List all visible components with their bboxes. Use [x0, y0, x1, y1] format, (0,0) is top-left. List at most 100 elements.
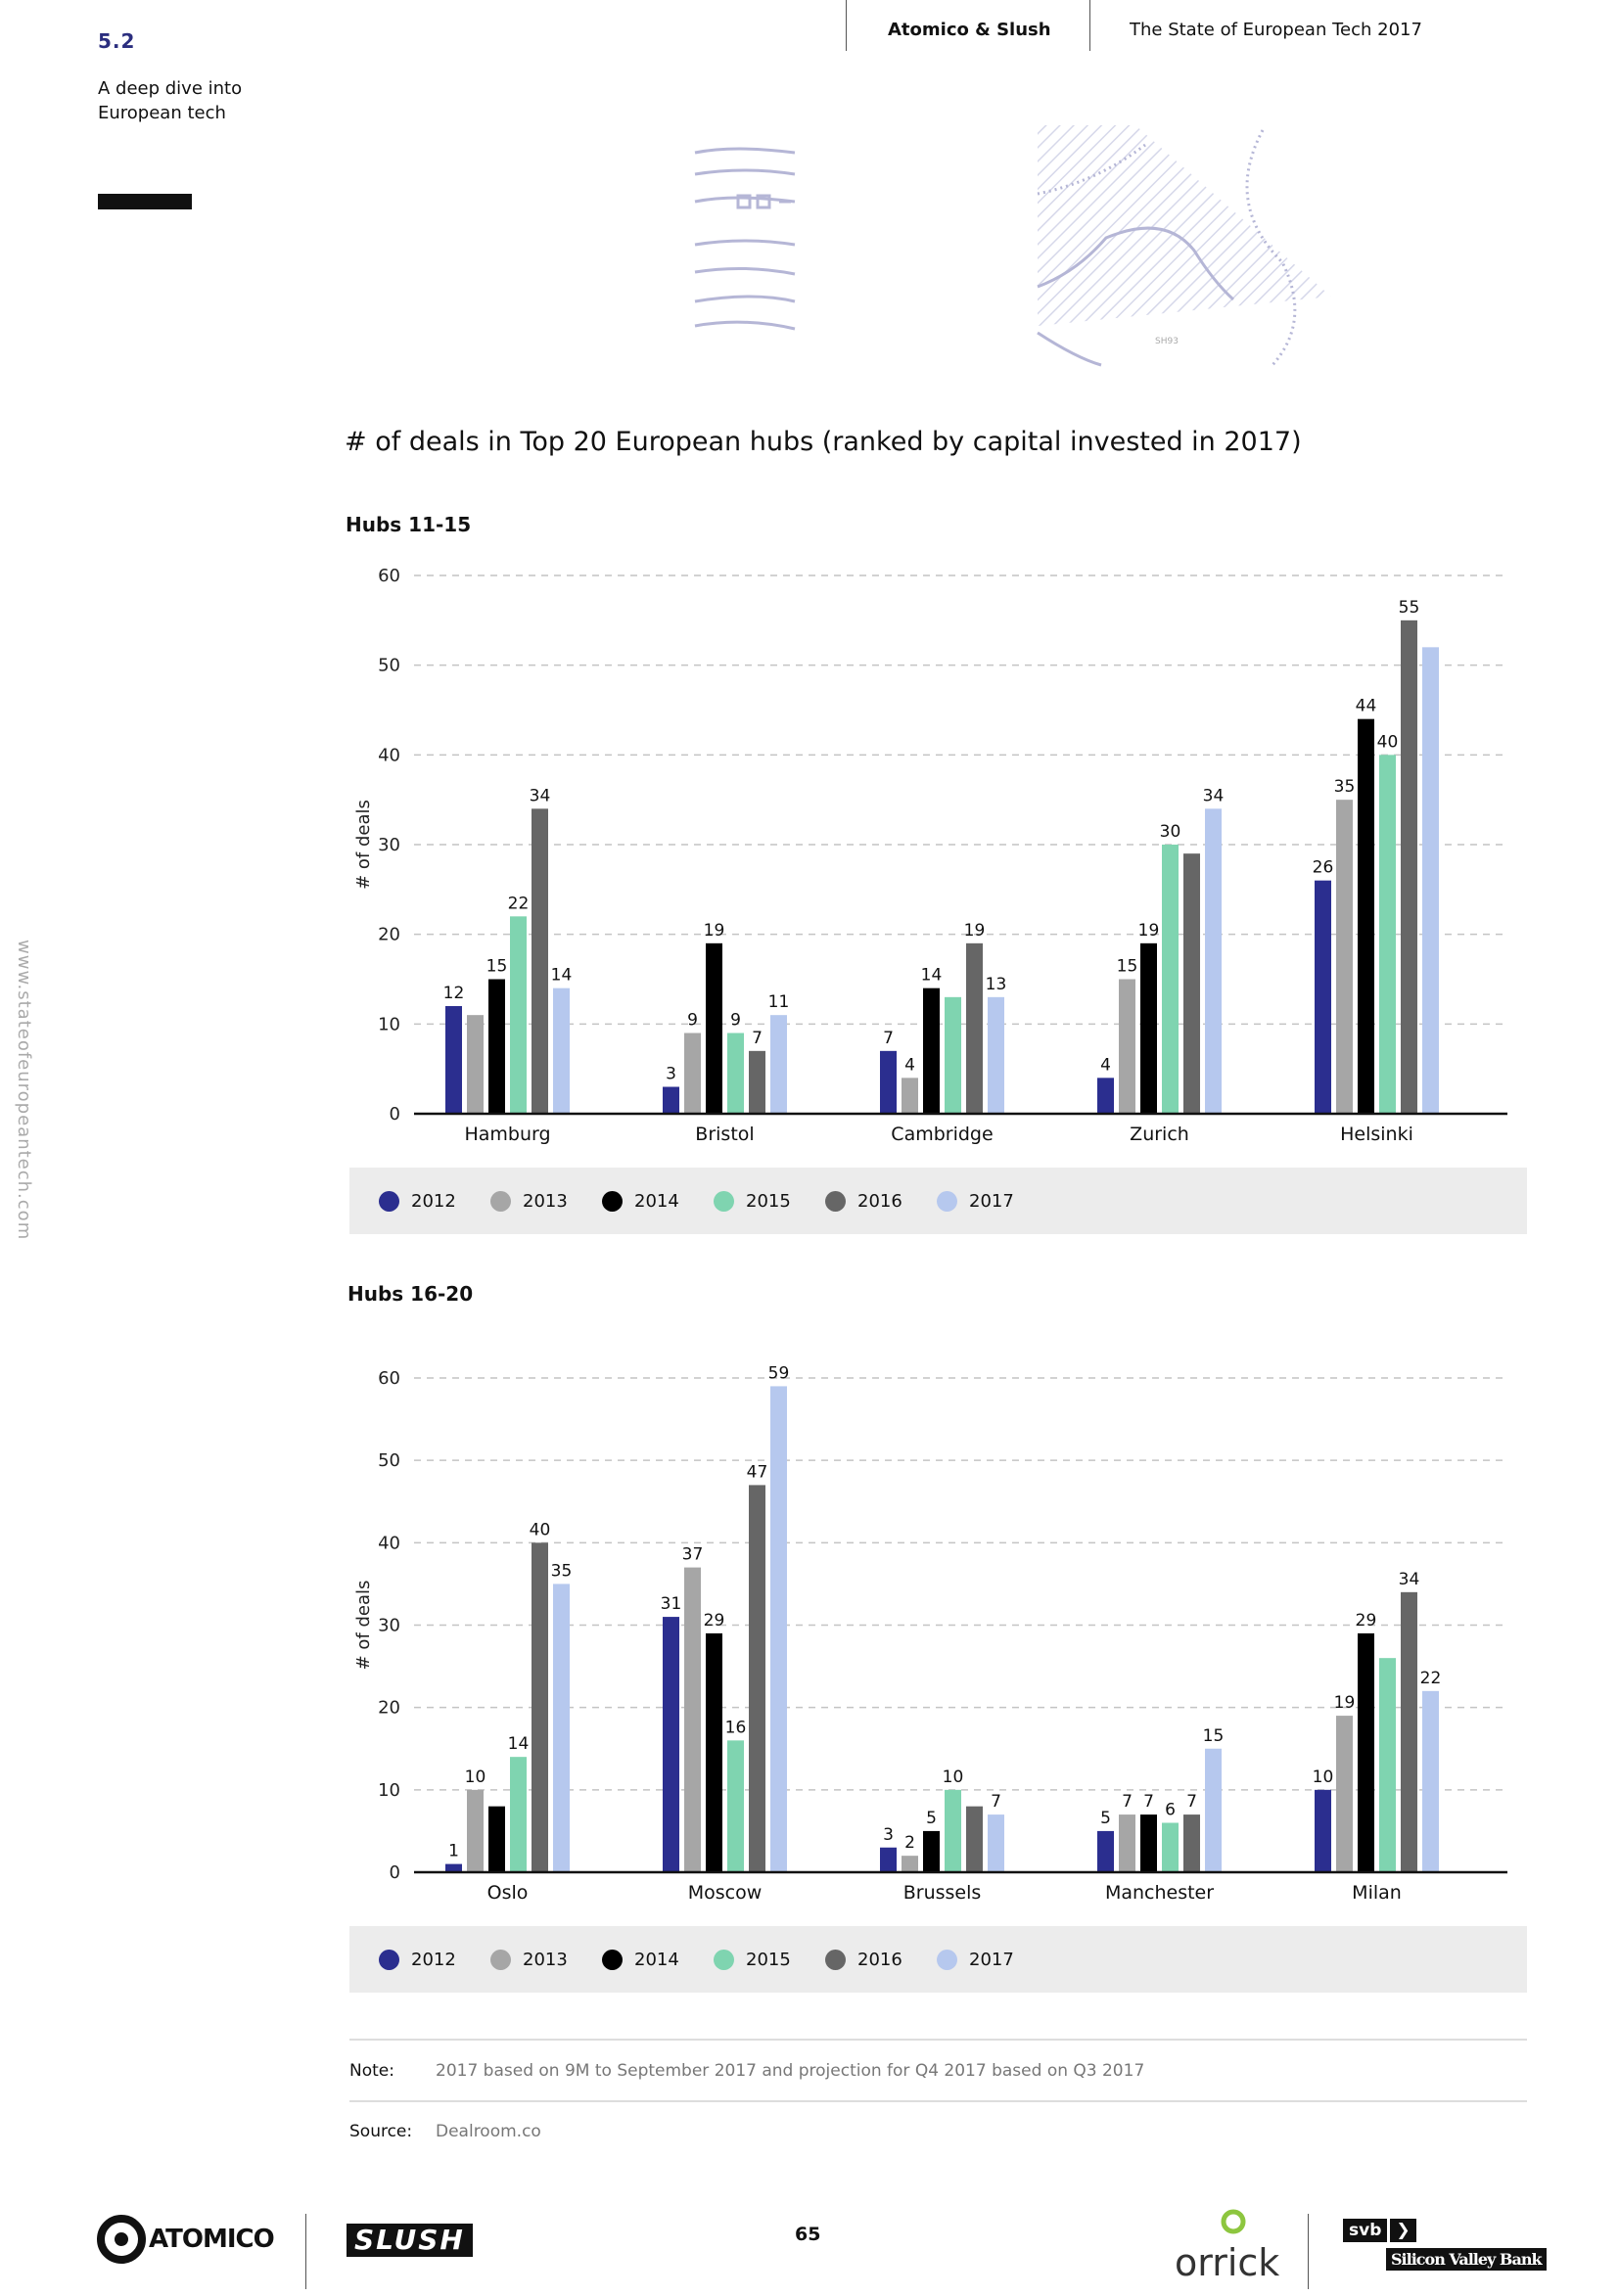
legend-label: 2012 — [411, 1949, 456, 1970]
atomico-mark-icon — [97, 2215, 146, 2264]
data-label: 40 — [1377, 732, 1399, 752]
section-title: A deep dive into European tech — [98, 78, 243, 123]
legend-label: 2013 — [523, 1949, 568, 1970]
footer-divider — [1308, 2214, 1309, 2289]
bar — [727, 1033, 744, 1114]
svb-badge: svb ❯ — [1343, 2219, 1416, 2242]
x-tick-label: Oslo — [487, 1882, 529, 1904]
bar — [1162, 1822, 1179, 1872]
data-label: 7 — [991, 1792, 1001, 1812]
slush-logo: SLUSH — [347, 2224, 473, 2257]
bar — [1422, 1690, 1439, 1872]
bar — [1162, 845, 1179, 1114]
data-label: 15 — [1117, 957, 1138, 977]
bar — [966, 942, 983, 1114]
header-divider — [846, 0, 847, 51]
legend-item: 2017 — [937, 1168, 1014, 1234]
legend-label: 2013 — [523, 1190, 568, 1212]
legend-swatch — [937, 1190, 957, 1212]
bar — [706, 1632, 722, 1872]
decorative-map-illustration: SH93 — [694, 125, 1331, 367]
legend-swatch — [379, 1949, 399, 1970]
bar — [880, 1050, 897, 1114]
legend-item: 2014 — [602, 1926, 679, 1993]
data-label: 34 — [1399, 1570, 1420, 1589]
data-label: 12 — [443, 984, 465, 1003]
legend-label: 2015 — [746, 1949, 791, 1970]
bar — [1205, 808, 1222, 1114]
bar — [1315, 880, 1331, 1114]
source-label: Source: — [349, 2122, 413, 2141]
bar — [1379, 1658, 1396, 1872]
data-label: 7 — [1186, 1792, 1197, 1812]
legend-label: 2016 — [857, 1190, 902, 1212]
data-label: 3 — [883, 1825, 894, 1845]
bar — [923, 987, 940, 1114]
legend-label: 2014 — [634, 1949, 679, 1970]
bar — [445, 1863, 462, 1872]
legend-item: 2013 — [490, 1926, 568, 1993]
note-label: Note: — [349, 2061, 394, 2081]
bar — [1205, 1748, 1222, 1872]
decoration-label: SH93 — [1155, 337, 1179, 346]
bar — [467, 1789, 484, 1872]
data-label: 4 — [904, 1055, 915, 1075]
data-label: 26 — [1313, 858, 1334, 878]
data-label: 30 — [1160, 822, 1181, 842]
bar — [880, 1847, 897, 1872]
divider — [349, 2039, 1527, 2041]
y-tick-label: 10 — [378, 1780, 400, 1801]
x-tick-label: Brussels — [903, 1882, 982, 1904]
x-tick-label: Zurich — [1130, 1124, 1189, 1145]
side-url: www.stateofeuropeantech.com — [14, 940, 34, 1241]
data-label: 22 — [508, 894, 530, 913]
legend-item: 2016 — [825, 1168, 902, 1234]
bar — [1401, 1591, 1417, 1872]
legend-item: 2016 — [825, 1926, 902, 1993]
bar — [1140, 942, 1157, 1114]
data-label: 14 — [508, 1734, 530, 1754]
orrick-wordmark: orrick — [1175, 2241, 1280, 2284]
legend-swatch — [825, 1190, 846, 1212]
y-axis-label: # of deals — [353, 800, 374, 890]
y-tick-label: 60 — [378, 1368, 400, 1389]
y-tick-label: 10 — [378, 1014, 400, 1034]
legend-swatch — [602, 1190, 623, 1212]
data-label: 34 — [1203, 786, 1225, 805]
bar — [988, 996, 1004, 1114]
bar — [510, 916, 527, 1114]
data-label: 7 — [752, 1029, 763, 1048]
divider — [349, 2100, 1527, 2102]
atomico-logo: ATOMICO — [96, 2214, 275, 2265]
y-tick-label: 20 — [378, 925, 400, 945]
bar — [749, 1050, 765, 1114]
bar — [988, 1814, 1004, 1872]
bar — [749, 1485, 765, 1872]
legend-label: 2017 — [969, 1949, 1014, 1970]
orrick-mark-icon — [1221, 2209, 1246, 2234]
bar — [1336, 1716, 1353, 1872]
chart-main-title: # of deals in Top 20 European hubs (rank… — [345, 427, 1302, 457]
legend-item: 2015 — [714, 1168, 791, 1234]
y-tick-label: 0 — [390, 1104, 400, 1125]
data-label: 19 — [1334, 1693, 1356, 1713]
bar — [553, 987, 570, 1114]
bar — [1401, 620, 1417, 1114]
x-tick-label: Hamburg — [464, 1124, 550, 1145]
data-label: 35 — [1334, 777, 1356, 797]
note-text: 2017 based on 9M to September 2017 and p… — [436, 2061, 1145, 2081]
data-label: 10 — [465, 1768, 486, 1787]
bar — [770, 1015, 787, 1114]
bar — [663, 1086, 679, 1114]
section-number: 5.2 — [98, 29, 136, 53]
chart1-title: Hubs 11-15 — [346, 513, 472, 536]
data-label: 7 — [883, 1029, 894, 1048]
bar — [902, 1856, 918, 1872]
bar — [706, 942, 722, 1114]
bar — [945, 996, 961, 1114]
legend-item: 2017 — [937, 1926, 1014, 1993]
y-tick-label: 40 — [378, 745, 400, 765]
bar — [663, 1617, 679, 1872]
data-label: 15 — [486, 957, 508, 977]
